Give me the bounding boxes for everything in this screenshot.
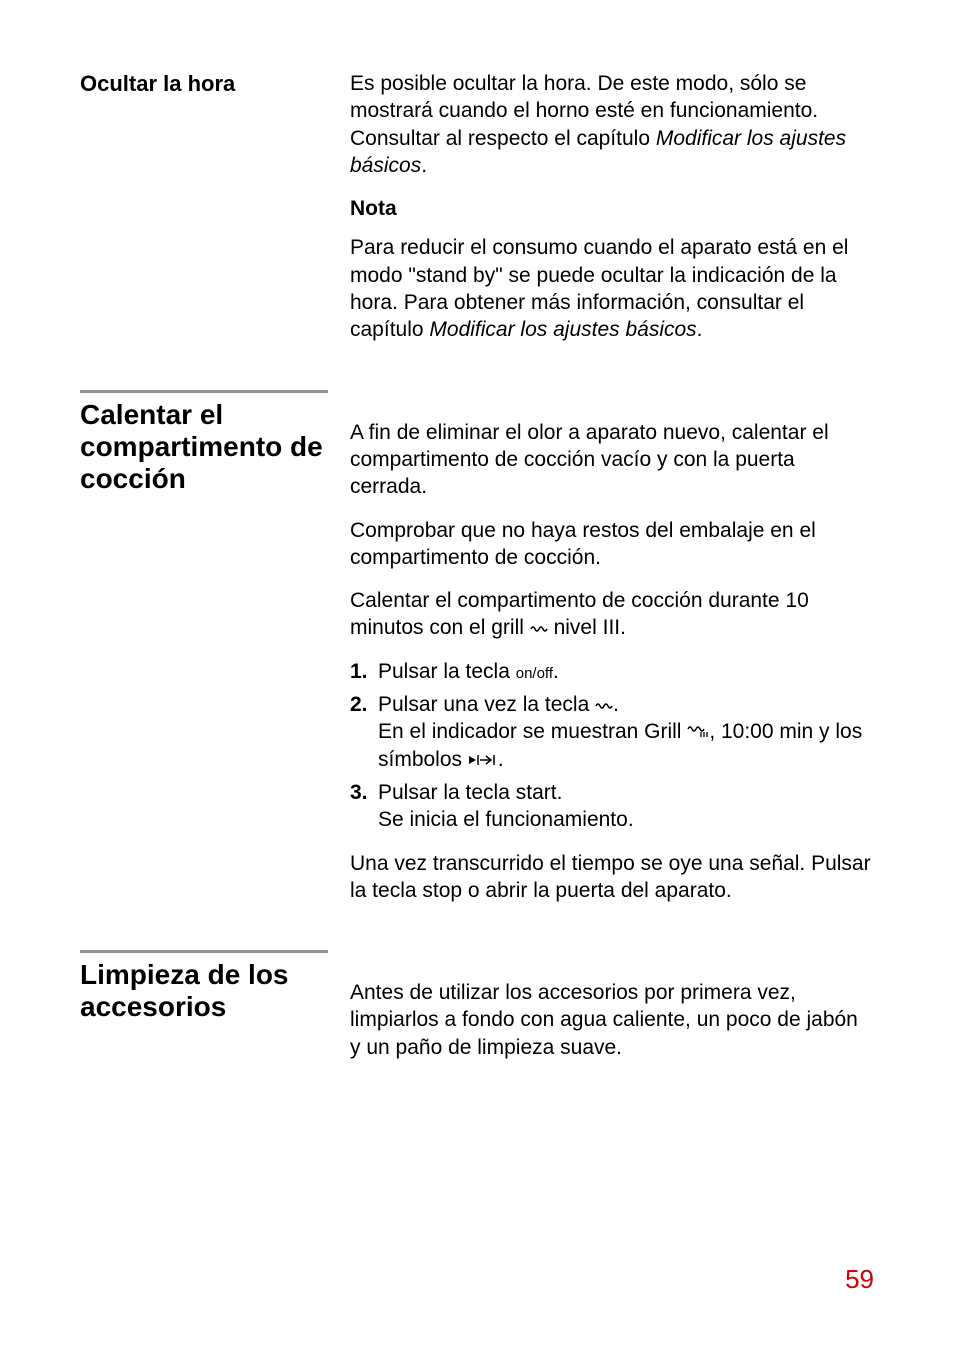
list-body-2: Pulsar una vez la tecla . En el indicado… [378,691,874,773]
grill-icon [530,614,548,641]
onoff-label: on/off [516,665,553,682]
section-title-calentar: Calentar el compartimento de cocción [80,399,330,496]
grill-icon [595,691,613,718]
i1-b: . [553,660,559,683]
list-num-3: 3. [350,779,378,834]
list-num-2: 2. [350,691,378,773]
divider-limpieza [80,950,328,953]
calentar-steps: 1. Pulsar la tecla on/off. 2. Pulsar una… [350,658,874,834]
i3-b: Se inicia el funcionamiento. [378,808,634,831]
divider-calentar [80,390,328,393]
i2-e: . [498,748,504,771]
ocultar-p2-b: Modificar los ajustes básicos [429,318,696,341]
list-item: 3. Pulsar la tecla start. Se inicia el f… [350,779,874,834]
list-body-3: Pulsar la tecla start. Se inicia el func… [378,779,874,834]
calentar-para-1: A fin de eliminar el olor a aparato nuev… [350,419,874,501]
i3-a: Pulsar la tecla start. [378,781,562,804]
list-item: 1. Pulsar la tecla on/off. [350,658,874,685]
page-number: 59 [845,1263,874,1297]
list-item: 2. Pulsar una vez la tecla . En el indic… [350,691,874,773]
calentar-para-3: Calentar el compartimento de cocción dur… [350,587,874,642]
i2-a: Pulsar una vez la tecla [378,693,595,716]
i2-b: . [613,693,619,716]
i2-c: En el indicador se muestran Grill [378,720,687,743]
nota-label: Nota [350,195,874,222]
calentar-p3-b: nivel III. [548,616,626,639]
calentar-para-2: Comprobar que no haya restos del embalaj… [350,517,874,572]
ocultar-p1-c: . [421,154,427,177]
calentar-para-4: Una vez transcurrido el tiempo se oye un… [350,850,874,905]
section-title-limpieza: Limpieza de los accesorios [80,959,330,1023]
ocultar-para-2: Para reducir el consumo cuando el aparat… [350,234,874,343]
ocultar-para-1: Es posible ocultar la hora. De este modo… [350,70,874,179]
i1-a: Pulsar la tecla [378,660,516,683]
side-label-ocultar: Ocultar la hora [80,70,330,99]
play-skip-icon [468,746,498,773]
limpieza-para-1: Antes de utilizar los accesorios por pri… [350,979,874,1061]
ocultar-p2-c: . [697,318,703,341]
list-body-1: Pulsar la tecla on/off. [378,658,874,685]
grill-level-icon [687,718,709,745]
list-num-1: 1. [350,658,378,685]
